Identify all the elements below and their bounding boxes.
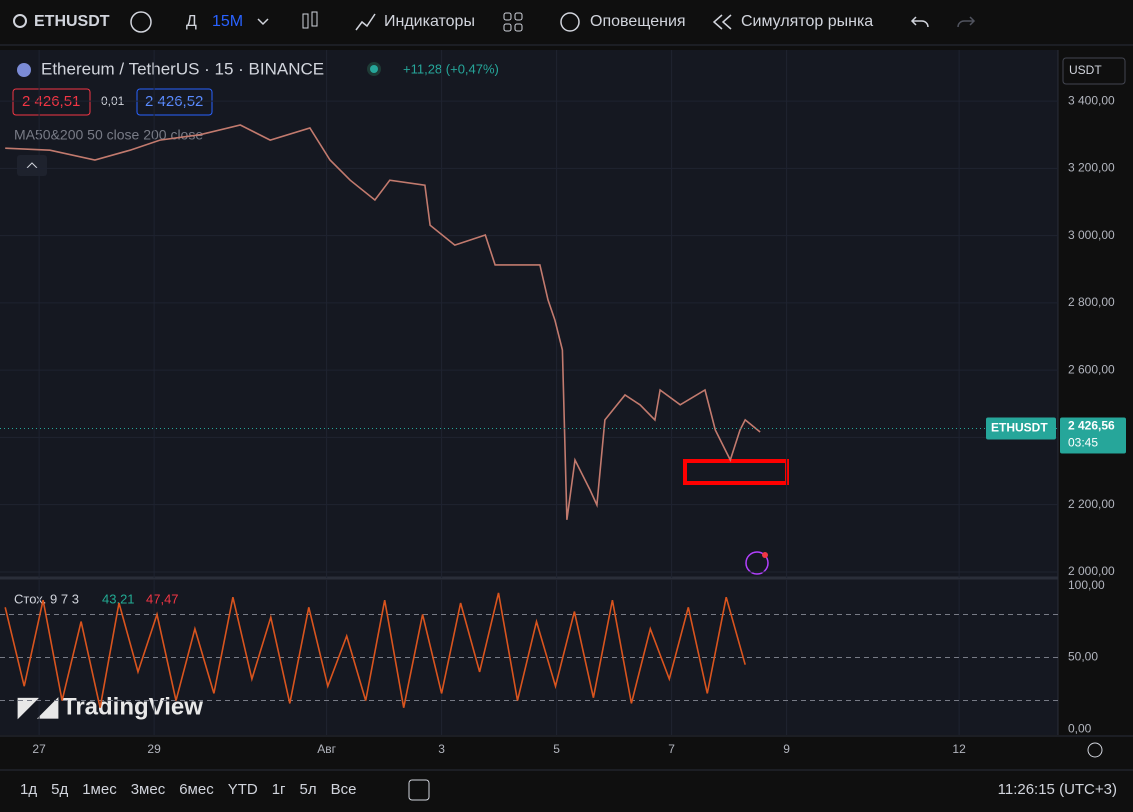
undo-icon[interactable] — [910, 16, 929, 28]
alerts-icon[interactable] — [560, 12, 580, 32]
x-tick-label: Авг — [317, 742, 336, 756]
stoch-k: 43,21 — [102, 591, 135, 606]
range-button[interactable]: 1д — [20, 781, 37, 798]
x-tick-label: 27 — [32, 742, 46, 756]
y-tick-label: 3 000,00 — [1068, 228, 1115, 242]
watermark-logo: ◤◢ — [17, 691, 59, 721]
stoch-d: 47,47 — [146, 591, 179, 606]
indicators-button[interactable]: Индикаторы — [384, 13, 475, 30]
currency[interactable]: USDT — [1069, 63, 1102, 77]
price-change: +11,28 (+0,47%) — [403, 61, 499, 76]
x-tick-label: 5 — [553, 742, 560, 756]
y-tick-label: 100,00 — [1068, 578, 1105, 592]
dropdown-icon[interactable] — [257, 18, 269, 26]
notification-dot — [762, 552, 768, 558]
range-button[interactable]: Все — [331, 781, 357, 798]
y-tick-label: 50,00 — [1068, 650, 1098, 664]
range-button[interactable]: 1мес — [82, 781, 117, 798]
indicators-icon[interactable] — [355, 13, 376, 31]
templates-icon[interactable] — [503, 23, 512, 32]
chart-style[interactable]: Д — [186, 13, 197, 30]
price-tag-label: 2 426,56 — [1068, 419, 1115, 433]
replay-button[interactable]: Симулятор рынка — [741, 13, 873, 30]
symbol-tag — [986, 417, 1056, 440]
y-tick-label: 0,00 — [1068, 721, 1092, 735]
range-button[interactable]: 6мес — [179, 781, 214, 798]
currency-box[interactable] — [1062, 57, 1126, 85]
series-line — [5, 124, 761, 520]
settings-icon[interactable] — [1087, 742, 1103, 758]
instrument: Ethereum / TetherUS · 15 · BINANCE — [41, 59, 324, 78]
clock: 11:26:15 (UTC+3) — [998, 781, 1117, 798]
x-tick-label: 7 — [668, 742, 675, 756]
lightning-icon[interactable] — [745, 551, 769, 575]
y-tick-label: 3 200,00 — [1068, 161, 1115, 175]
watermark: TradingView — [62, 693, 203, 720]
symbol[interactable]: ETHUSDT — [34, 13, 110, 30]
templates-icon[interactable] — [514, 12, 523, 21]
x-tick-label: 3 — [438, 742, 445, 756]
range-button[interactable]: 5д — [51, 781, 68, 798]
collapse-button[interactable] — [17, 155, 47, 176]
date-range-icon[interactable] — [408, 779, 430, 801]
range-button[interactable]: 3мес — [131, 781, 166, 798]
symbol-tag-label: ETHUSDT — [991, 421, 1048, 435]
compare-button[interactable] — [130, 11, 152, 33]
templates-icon[interactable] — [503, 12, 512, 21]
replay-icon[interactable] — [712, 14, 732, 30]
collapse-icon[interactable] — [26, 162, 38, 169]
alerts-button[interactable]: Оповещения — [590, 13, 686, 30]
y-tick-label: 2 200,00 — [1068, 497, 1115, 511]
redo-icon[interactable] — [957, 16, 976, 28]
countdown: 03:45 — [1068, 436, 1098, 450]
range-button[interactable]: YTD — [228, 781, 258, 798]
y-tick-label: 2 000,00 — [1068, 564, 1115, 578]
market-status — [370, 65, 378, 73]
y-tick-label: 3 400,00 — [1068, 93, 1115, 107]
range-button[interactable]: 5л — [300, 781, 317, 798]
y-tick-label: 2 800,00 — [1068, 295, 1115, 309]
search-icon[interactable] — [13, 14, 27, 28]
stoch-legend: Стох. 9 7 3 — [14, 591, 79, 606]
templates-icon[interactable] — [514, 23, 523, 32]
y-tick-label: 2 600,00 — [1068, 362, 1115, 376]
x-tick-label: 12 — [952, 742, 966, 756]
coin-icon — [17, 63, 31, 77]
price-tag — [1060, 417, 1126, 454]
candles-icon[interactable] — [302, 13, 309, 29]
bid-box[interactable] — [12, 88, 91, 116]
x-tick-label: 9 — [783, 742, 790, 756]
ask-box[interactable] — [136, 88, 213, 116]
ma-legend: MA50&200 50 close 200 close — [14, 127, 203, 143]
series-line — [4, 592, 746, 708]
range-button[interactable]: 1г — [272, 781, 286, 798]
candles-icon[interactable] — [311, 11, 318, 27]
x-tick-label: 29 — [147, 742, 161, 756]
chart-area — [0, 50, 1058, 735]
interval[interactable]: 15М — [212, 13, 243, 30]
